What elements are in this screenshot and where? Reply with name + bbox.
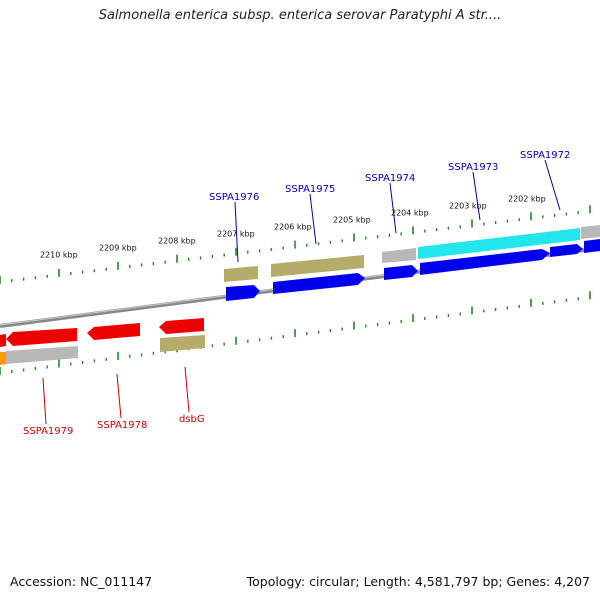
scale-labels: 2210 kbp 2209 kbp 2208 kbp 2207 kbp 2206 kbp… (40, 195, 546, 260)
reverse-gene-labels: SSPA1979 SSPA1978 dsbG (23, 366, 205, 437)
gene-olive-1[interactable] (224, 266, 258, 282)
gene-cyan-1[interactable] (418, 228, 580, 259)
gene-label-sspa1979[interactable]: SSPA1979 (23, 426, 73, 437)
label-leader (472, 171, 481, 221)
outer-tick-ring (0, 205, 591, 284)
cds-forward-2[interactable] (273, 273, 365, 294)
label-leader (389, 182, 397, 234)
forward-strand-features (224, 225, 600, 301)
gene-label-sspa1974[interactable]: SSPA1974 (365, 173, 415, 184)
scale-label: 2202 kbp (508, 195, 546, 204)
scale-label: 2204 kbp (391, 209, 429, 218)
scale-label: 2208 kbp (158, 237, 196, 246)
cds-forward-5[interactable] (550, 244, 583, 257)
scale-label: 2209 kbp (99, 244, 137, 253)
label-leader (309, 193, 317, 245)
gene-gray-3[interactable] (6, 346, 78, 364)
scale-label: 2207 kbp (217, 229, 255, 238)
forward-gene-labels: SSPA1976 SSPA1975 SSPA1974 SSPA1973 SSPA… (209, 150, 570, 263)
cds-forward-6[interactable] (584, 239, 600, 253)
scale-label: 2203 kbp (449, 202, 487, 211)
label-leader (184, 366, 190, 413)
gene-label-sspa1976[interactable]: SSPA1976 (209, 192, 259, 203)
label-leader (116, 373, 122, 419)
gene-label-sspa1972[interactable]: SSPA1972 (520, 150, 570, 161)
cds-reverse-1[interactable] (0, 334, 6, 347)
accession-text: Accession: NC_011147 (10, 574, 153, 589)
cds-forward-1[interactable] (226, 285, 260, 301)
gene-label-sspa1975[interactable]: SSPA1975 (285, 184, 335, 195)
gene-label-sspa1978[interactable]: SSPA1978 (97, 420, 147, 431)
cds-forward-3[interactable] (384, 265, 418, 280)
gene-gray-2[interactable] (581, 225, 600, 239)
gene-gray-1[interactable] (382, 248, 416, 263)
label-leader (544, 159, 561, 211)
gene-orange-1[interactable] (0, 352, 6, 365)
gene-olive-2[interactable] (271, 255, 364, 277)
genome-summary-text: Topology: circular; Length: 4,581,797 bp… (246, 574, 590, 589)
gene-olive-3[interactable] (160, 335, 205, 352)
scale-label: 2210 kbp (40, 251, 78, 260)
gene-label-sspa1973[interactable]: SSPA1973 (448, 162, 498, 173)
scale-label: 2206 kbp (274, 223, 312, 232)
label-leader (234, 201, 239, 263)
genome-title: Salmonella enterica subsp. enterica sero… (98, 8, 502, 23)
gene-label-dsbg[interactable]: dsbG (179, 414, 205, 425)
reverse-strand-features (0, 318, 205, 365)
cds-forward-4[interactable] (420, 249, 550, 275)
cds-reverse-4[interactable] (159, 318, 204, 334)
cds-reverse-3[interactable] (87, 323, 140, 340)
label-leader (42, 377, 47, 425)
cds-reverse-2[interactable] (6, 328, 77, 346)
scale-label: 2205 kbp (333, 216, 371, 225)
